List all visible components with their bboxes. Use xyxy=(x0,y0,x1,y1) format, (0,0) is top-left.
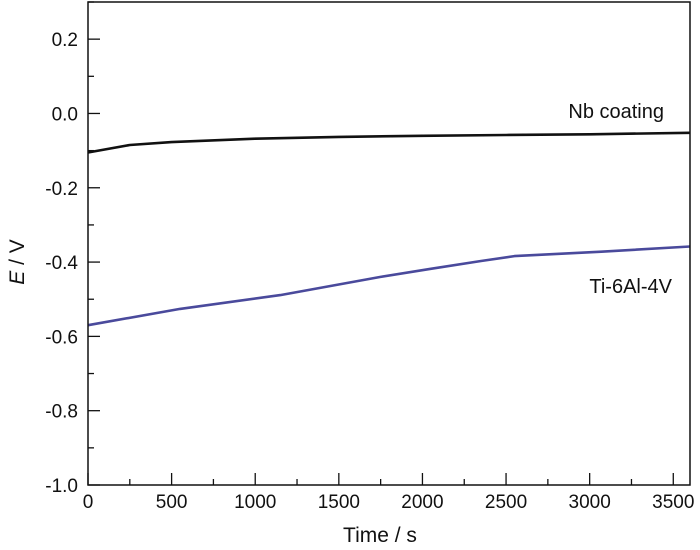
x-tick-label: 1500 xyxy=(318,492,360,513)
x-tick-label: 1000 xyxy=(234,492,276,513)
series-line-nb-coating xyxy=(87,131,691,154)
y-tick-label: -0.6 xyxy=(45,327,78,348)
series-line-ti-6al-4v xyxy=(87,245,691,327)
series-label-nb: Nb coating xyxy=(568,101,664,123)
y-tick-label: 0.2 xyxy=(52,30,78,51)
x-axis-label: Time / s xyxy=(343,524,417,547)
y-tick-label: 0.0 xyxy=(52,104,78,125)
series-label-ti: Ti-6Al-4V xyxy=(589,276,672,298)
x-tick-label: 3000 xyxy=(569,492,611,513)
plot-frame xyxy=(87,1,691,486)
y-axis-label-symbol: E xyxy=(6,270,29,285)
y-tick-label: -0.4 xyxy=(45,253,78,274)
y-tick-label: -0.2 xyxy=(45,179,78,200)
x-tick-label: 3500 xyxy=(652,492,694,513)
x-tick-label: 2500 xyxy=(485,492,527,513)
x-tick-label: 2000 xyxy=(401,492,443,513)
x-tick-label: 0 xyxy=(83,492,94,513)
y-axis-label: E / V xyxy=(6,239,29,285)
y-tick-label: -0.8 xyxy=(45,402,78,423)
y-axis-label-unit: / V xyxy=(6,239,29,271)
x-tick-label: 500 xyxy=(156,492,188,513)
y-tick-label: -1.0 xyxy=(45,476,78,497)
